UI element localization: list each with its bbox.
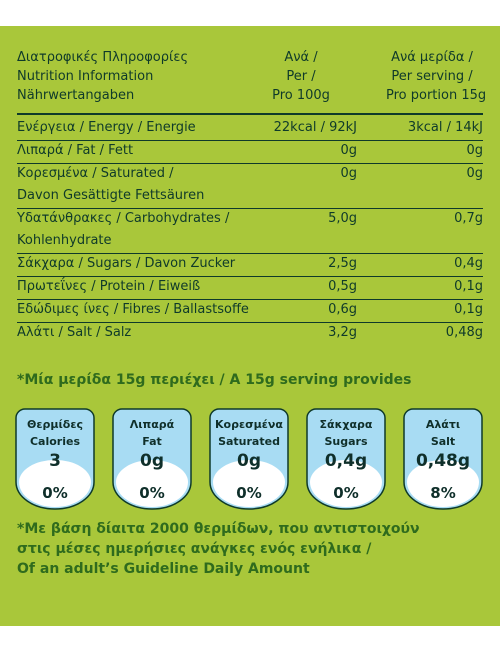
badge-shape: [403, 408, 483, 510]
badge-saturated-line1: Κορεσμένα: [215, 418, 283, 431]
row-divider: [17, 299, 483, 300]
badge-salt-percent: 8%: [430, 484, 456, 502]
badge-saturated-value: 0g: [237, 451, 261, 471]
row-fat-label: Λιπαρά / Fat / Fett: [17, 143, 134, 158]
row-fibres-label: Εδώδιμες ίνες / Fibres / Ballastsoffe: [17, 302, 249, 317]
badge-sugars-value: 0,4g: [324, 451, 368, 471]
header-divider: [17, 113, 483, 115]
row-fat-per100: 0g: [340, 143, 357, 158]
row-divider: [17, 253, 483, 254]
header-title-en: Nutrition Information: [17, 69, 154, 84]
header-per100-el: Ανά /: [284, 50, 318, 65]
row-protein-per100: 0,5g: [328, 279, 357, 294]
header-per100-en: Per /: [286, 69, 316, 84]
row-divider: [17, 163, 483, 164]
nutrition-label-panel: [0, 26, 500, 626]
header-serving-el: Ανά μερίδα /: [391, 50, 473, 65]
row-energy-label: Ενέργεια / Energy / Energie: [17, 120, 196, 135]
badge-calories-percent: 0%: [42, 484, 68, 502]
header-title-el: Διατροφικές Πληροφορίες: [17, 50, 189, 65]
row-protein-label: Πρωτεΐνες / Protein / Eiweiß: [17, 279, 201, 294]
badge-shape: [15, 408, 95, 510]
row-divider: [17, 208, 483, 209]
row-carbs-label: Υδατάνθρακες / Carbohydrates /: [17, 211, 230, 226]
row-sugars-serving: 0,4g: [454, 256, 483, 271]
row-carbs-per100: 5,0g: [328, 211, 357, 226]
badge-fat-line2: Fat: [142, 435, 162, 448]
badge-salt-line2: Salt: [430, 435, 456, 448]
badge-salt-line1: Αλάτι: [425, 418, 461, 431]
header-per100-de: Pro 100g: [272, 88, 330, 103]
header-title-de: Nährwertangaben: [17, 88, 135, 103]
row-salt-label: Αλάτι / Salt / Salz: [17, 325, 132, 340]
badge-shape: [112, 408, 192, 510]
row-energy-serving: 3kcal / 14kJ: [407, 120, 483, 135]
row-salt-per100: 3,2g: [328, 325, 357, 340]
header-serving-en: Per serving /: [391, 69, 473, 84]
badge-saturated: Κορεσμένα Saturated 0g 0%: [209, 408, 289, 510]
badge-salt-value: 0,48g: [415, 451, 471, 471]
badge-sugars-line1: Σάκχαρα: [319, 418, 373, 431]
row-fat-serving: 0g: [466, 143, 483, 158]
header-serving-de: Pro portion 15g: [386, 88, 487, 103]
row-energy-per100: 22kcal / 92kJ: [273, 120, 357, 135]
row-saturated-serving: 0g: [466, 166, 483, 181]
badge-sugars-percent: 0%: [333, 484, 359, 502]
row-saturated-label-2: Davon Gesättigte Fettsäuren: [17, 188, 205, 203]
row-divider: [17, 322, 483, 323]
badge-fat: Λιπαρά Fat 0g 0%: [112, 408, 192, 510]
badge-calories-line2: Calories: [29, 435, 81, 448]
badge-fat-line1: Λιπαρά: [129, 418, 175, 431]
row-divider: [17, 276, 483, 277]
badge-shape: [306, 408, 386, 510]
row-fibres-serving: 0,1g: [454, 302, 483, 317]
row-saturated-per100: 0g: [340, 166, 357, 181]
footnote-line-3: Of an adult’s Guideline Daily Amount: [17, 561, 310, 577]
footnote-line-2: στις μέσες ημερήσιες ανάγκες ενός ενήλικ…: [17, 541, 372, 557]
row-salt-serving: 0,48g: [445, 325, 483, 340]
badge-sugars: Σάκχαρα Sugars 0,4g 0%: [306, 408, 386, 510]
row-divider: [17, 140, 483, 141]
badge-calories: Θερμίδες Calories 3 0%: [15, 408, 95, 510]
row-sugars-label: Σάκχαρα / Sugars / Davon Zucker: [17, 256, 236, 271]
badge-saturated-line2: Saturated: [218, 435, 280, 448]
badge-saturated-percent: 0%: [236, 484, 262, 502]
row-sugars-per100: 2,5g: [328, 256, 357, 271]
badge-fat-value: 0g: [140, 451, 164, 471]
badge-salt: Αλάτι Salt 0,48g 8%: [403, 408, 483, 510]
serving-note: *Μία μερίδα 15g περιέχει / A 15g serving…: [17, 372, 412, 388]
row-carbs-serving: 0,7g: [454, 211, 483, 226]
badge-calories-line1: Θερμίδες: [27, 418, 83, 431]
row-protein-serving: 0,1g: [454, 279, 483, 294]
badge-fat-percent: 0%: [139, 484, 165, 502]
badge-sugars-line2: Sugars: [324, 435, 368, 448]
footnote-line-1: *Με βάση δίαιτα 2000 θερμίδων, που αντισ…: [17, 521, 420, 537]
row-saturated-label: Κορεσμένα / Saturated /: [17, 166, 174, 181]
badge-shape: [209, 408, 289, 510]
row-carbs-label-2: Kohlenhydrate: [17, 233, 112, 248]
badge-calories-value: 3: [49, 451, 61, 471]
row-fibres-per100: 0,6g: [328, 302, 357, 317]
